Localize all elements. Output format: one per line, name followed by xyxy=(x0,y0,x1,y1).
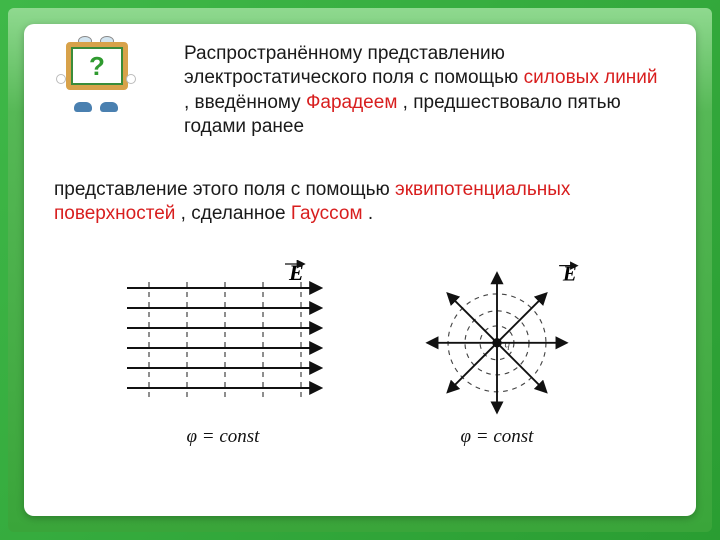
diagram-uniform-field: E φ xyxy=(108,260,338,470)
radial-field-svg: E q xyxy=(387,260,607,420)
equipotential-lines-left xyxy=(149,282,301,398)
field-lines-left xyxy=(127,288,319,388)
p1-text-c: , введённому xyxy=(184,92,306,113)
field-lines-radial xyxy=(429,275,565,411)
content-card: ? Распространённому представлению электр… xyxy=(24,24,696,516)
p2-highlight-gauss: Гауссом xyxy=(291,203,363,224)
diagram-row: E φ xyxy=(86,260,634,486)
phi-label-left: φ = const xyxy=(187,426,260,448)
p1-highlight-faraday: Фарадеем xyxy=(306,92,397,113)
p2-text-a: представление этого поля с помощью xyxy=(54,179,395,200)
p2-text-e: . xyxy=(368,203,373,224)
p1-text-a: Распространённому представлению электрос… xyxy=(184,43,518,88)
uniform-field-svg: E xyxy=(113,260,333,420)
paragraph-1: Распространённому представлению электрос… xyxy=(184,42,662,139)
mascot-question-mark: ? xyxy=(89,51,105,82)
p1-highlight-fieldlines: силовых линий xyxy=(524,67,658,88)
p2-text-c: , сделанное xyxy=(181,203,291,224)
E-vector-label-right: E xyxy=(562,264,577,286)
phi-label-right: φ = const xyxy=(461,426,534,448)
charge-label: q xyxy=(505,339,511,351)
mascot-icon: ? xyxy=(52,38,140,110)
paragraph-2: представление этого поля с помощью эквип… xyxy=(54,178,662,227)
diagram-radial-field: E q xyxy=(382,260,612,470)
